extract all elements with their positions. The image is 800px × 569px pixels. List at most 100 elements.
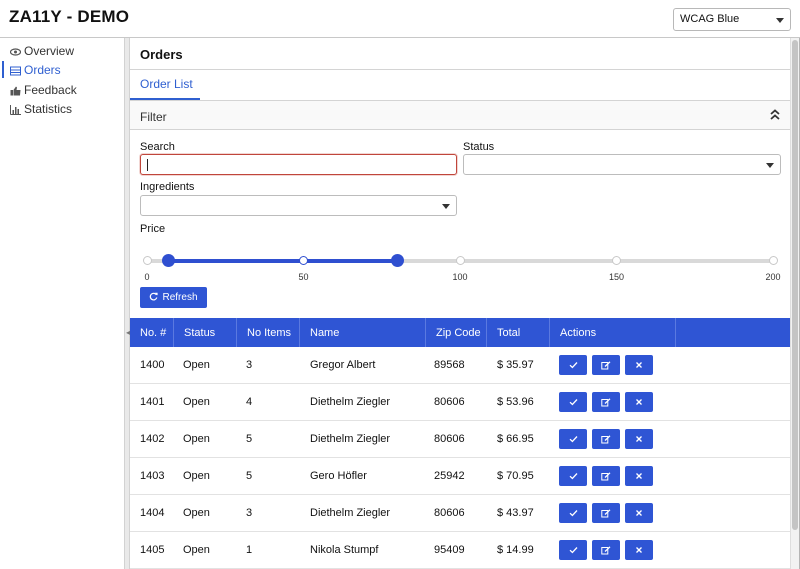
chevron-down-icon <box>442 204 450 209</box>
check-icon <box>569 546 578 554</box>
cell-status: Open <box>183 433 210 445</box>
slider-tick-label: 200 <box>765 272 781 282</box>
table-row[interactable]: 1401 Open 4 Diethelm Ziegler 80606 $ 53.96 <box>130 384 790 421</box>
sidebar-item-label: Overview <box>24 43 75 58</box>
cell-no: 1403 <box>140 470 165 482</box>
cell-no: 1400 <box>140 359 165 371</box>
approve-button[interactable] <box>559 540 587 560</box>
table-row[interactable]: 1403 Open 5 Gero Höfler 25942 $ 70.95 <box>130 458 790 495</box>
divider <box>130 100 790 101</box>
cell-name: Diethelm Ziegler <box>310 433 391 445</box>
cell-name: Gero Höfler <box>310 470 367 482</box>
cancel-order-button[interactable] <box>625 429 653 449</box>
price-label: Price <box>140 223 166 235</box>
slider-tick <box>612 256 621 265</box>
cell-status: Open <box>183 507 210 519</box>
main-content: Orders Order List Filter Search Status I… <box>130 38 790 569</box>
cell-total: $ 66.95 <box>497 433 534 445</box>
table-row[interactable]: 1400 Open 3 Gregor Albert 89568 $ 35.97 <box>130 347 790 384</box>
search-input[interactable] <box>140 154 457 175</box>
slider-tick <box>142 256 152 265</box>
refresh-icon <box>149 292 159 304</box>
close-icon <box>635 546 643 554</box>
sidebar-item-label: Statistics <box>24 101 73 116</box>
edit-button[interactable] <box>592 392 620 412</box>
cell-total: $ 35.97 <box>497 359 534 371</box>
cell-zip: 95409 <box>434 544 465 556</box>
chevron-double-up-icon[interactable] <box>770 109 780 121</box>
drag-handle-icon: ◂ <box>126 328 131 337</box>
approve-button[interactable] <box>559 355 587 375</box>
slider-tick-label: 50 <box>298 272 309 282</box>
slider-tick-label: 100 <box>452 272 468 282</box>
column-header-status[interactable]: Status <box>174 318 237 347</box>
cancel-order-button[interactable] <box>625 503 653 523</box>
close-icon <box>635 435 643 443</box>
cell-zip: 80606 <box>434 433 465 445</box>
cell-items: 3 <box>246 507 253 519</box>
price-slider-handle-min[interactable] <box>162 254 176 267</box>
approve-button[interactable] <box>559 392 587 412</box>
close-icon <box>635 398 643 406</box>
column-header-no[interactable]: No. # <box>130 318 174 347</box>
sidebar-item-statistics[interactable]: Statistics <box>0 99 124 118</box>
column-header-name[interactable]: Name <box>300 318 426 347</box>
cell-no: 1405 <box>140 544 165 556</box>
approve-button[interactable] <box>559 466 587 486</box>
edit-button[interactable] <box>592 355 620 375</box>
sidebar: Overview Orders Feedback Statistics <box>0 38 124 569</box>
cell-no: 1402 <box>140 433 165 445</box>
app-header: ZA11Y - DEMO WCAG Blue <box>0 0 800 38</box>
cell-name: Diethelm Ziegler <box>310 396 391 408</box>
table-header: No. # Status No Items Name Zip Code Tota… <box>130 318 790 347</box>
cancel-order-button[interactable] <box>625 540 653 560</box>
column-header-items[interactable]: No Items <box>237 318 300 347</box>
bar-chart-icon <box>10 104 21 115</box>
column-header-zip[interactable]: Zip Code <box>426 318 487 347</box>
close-icon <box>635 509 643 517</box>
cell-items: 5 <box>246 433 253 445</box>
ingredients-select[interactable] <box>140 195 457 216</box>
chevron-down-icon <box>766 163 774 168</box>
sidebar-item-label: Orders <box>24 62 61 77</box>
chevron-down-icon <box>776 18 784 23</box>
tab-order-list[interactable]: Order List <box>130 70 200 100</box>
table-row[interactable]: 1404 Open 3 Diethelm Ziegler 80606 $ 43.97 <box>130 495 790 532</box>
table-icon <box>10 65 21 75</box>
approve-button[interactable] <box>559 503 587 523</box>
divider <box>130 69 790 70</box>
table-row[interactable]: 1402 Open 5 Diethelm Ziegler 80606 $ 66.95 <box>130 421 790 458</box>
price-slider-handle-max[interactable] <box>390 254 404 267</box>
cancel-order-button[interactable] <box>625 392 653 412</box>
edit-icon <box>601 397 611 407</box>
thumbs-up-icon <box>10 85 21 95</box>
column-header-actions: Actions <box>550 318 676 347</box>
sidebar-splitter[interactable]: ◂ <box>124 38 130 569</box>
cancel-order-button[interactable] <box>625 466 653 486</box>
status-select[interactable] <box>463 154 781 175</box>
filter-panel-header[interactable]: Filter <box>130 101 790 130</box>
text-cursor <box>147 159 148 171</box>
sidebar-item-feedback[interactable]: Feedback <box>0 80 124 99</box>
cancel-order-button[interactable] <box>625 355 653 375</box>
cell-no: 1404 <box>140 507 165 519</box>
table-row[interactable]: 1405 Open 1 Nikola Stumpf 95409 $ 14.99 <box>130 532 790 569</box>
scrollbar[interactable] <box>790 38 799 569</box>
edit-button[interactable] <box>592 503 620 523</box>
edit-button[interactable] <box>592 540 620 560</box>
refresh-button[interactable]: Refresh <box>140 287 207 308</box>
theme-select[interactable]: WCAG Blue <box>673 8 791 31</box>
cell-status: Open <box>183 470 210 482</box>
edit-button[interactable] <box>592 429 620 449</box>
edit-button[interactable] <box>592 466 620 486</box>
scrollbar-thumb[interactable] <box>792 40 798 530</box>
slider-tick-label: 0 <box>144 272 150 282</box>
close-icon <box>635 472 643 480</box>
sidebar-item-orders[interactable]: Orders <box>0 60 124 79</box>
check-icon <box>569 398 578 406</box>
approve-button[interactable] <box>559 429 587 449</box>
sidebar-item-overview[interactable]: Overview <box>0 41 124 60</box>
search-label: Search <box>140 141 175 153</box>
check-icon <box>569 472 578 480</box>
column-header-total[interactable]: Total <box>487 318 550 347</box>
